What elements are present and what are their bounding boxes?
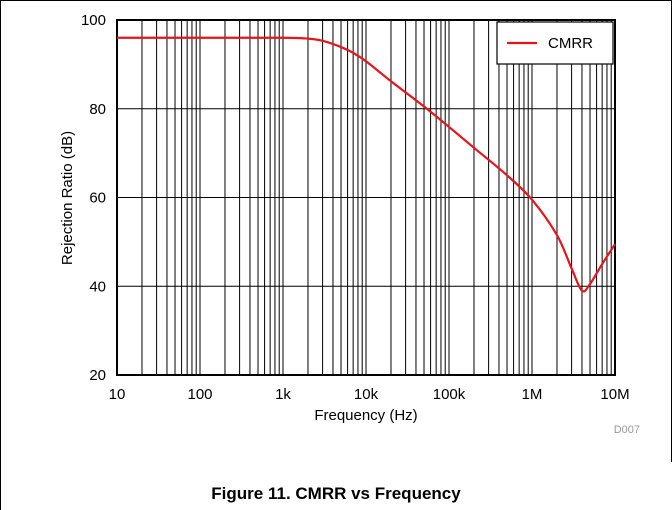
y-tick-label: 40 xyxy=(89,278,106,295)
x-tick-label: 100 xyxy=(187,386,212,403)
y-tick-label: 60 xyxy=(89,190,106,207)
series-line-cmrr xyxy=(117,36,616,293)
grid xyxy=(117,20,615,375)
x-tick-label: 10M xyxy=(600,386,629,403)
y-tick-label: 20 xyxy=(89,367,106,384)
y-axis-label: Rejection Ratio (dB) xyxy=(59,131,76,265)
x-tick-label: 100k xyxy=(433,386,466,403)
figure-code: D007 xyxy=(614,424,640,436)
legend: CMRR xyxy=(496,21,614,65)
x-tick-label: 10 xyxy=(109,386,126,403)
x-tick-label: 10k xyxy=(354,386,379,403)
series-group xyxy=(117,36,616,293)
x-tick-label: 1M xyxy=(522,386,543,403)
y-tick-label: 80 xyxy=(89,101,106,118)
y-tick-label: 100 xyxy=(81,12,106,29)
cmrr-chart: 10 100 1k 10k 100k 1M 10M 20 40 60 80 100 CMRR Freq… xyxy=(59,12,640,436)
legend-label-cmrr: CMRR xyxy=(548,35,593,52)
axes: 10 100 1k 10k 100k 1M 10M 20 40 60 80 100 xyxy=(81,12,630,403)
figure-caption: Figure 11. CMRR vs Frequency xyxy=(211,484,461,503)
x-tick-label: 1k xyxy=(275,386,291,403)
x-axis-label: Frequency (Hz) xyxy=(314,407,417,424)
plot-border xyxy=(116,19,616,376)
